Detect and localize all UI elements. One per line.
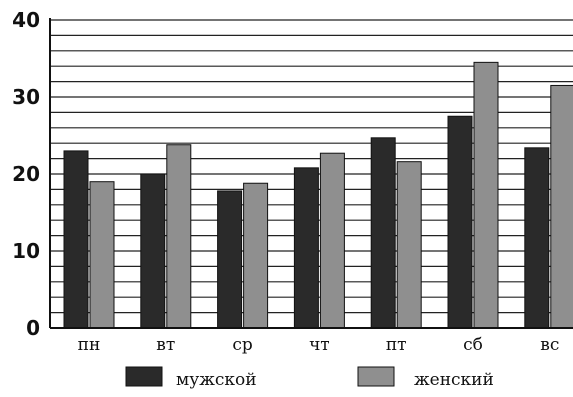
- y-tick-label: 20: [12, 162, 40, 186]
- bar-female: [473, 61, 499, 329]
- x-tick-label: пн: [78, 335, 101, 355]
- bar-male: [447, 115, 473, 329]
- x-tick-label: сб: [463, 335, 483, 355]
- bar-female: [89, 181, 115, 329]
- bar-female: [396, 161, 422, 329]
- y-tick-label: 40: [12, 8, 40, 32]
- bar-male: [524, 147, 550, 329]
- legend-label: мужской: [176, 370, 257, 390]
- bar-male: [217, 190, 243, 329]
- x-tick-label: вс: [540, 335, 559, 355]
- bars-layer: [63, 61, 573, 329]
- bar-male: [140, 173, 166, 329]
- legend-swatch: [125, 366, 163, 387]
- x-tick-label: пт: [386, 335, 407, 355]
- axis-layer: 0 10 20 30 40 пн вт ср чт пт сб вс: [12, 8, 573, 355]
- legend-swatch: [357, 366, 395, 387]
- x-tick-label: ср: [232, 335, 253, 355]
- bar-female: [166, 144, 192, 329]
- bar-male: [370, 137, 396, 329]
- legend: мужской женский: [125, 366, 494, 390]
- bar-male: [293, 167, 319, 329]
- y-tick-label: 30: [12, 85, 40, 109]
- bar-female: [319, 152, 345, 329]
- y-tick-label: 0: [26, 316, 40, 340]
- legend-label: женский: [414, 370, 494, 390]
- x-tick-label: чт: [309, 335, 330, 355]
- bar-female: [550, 84, 573, 329]
- x-tick-label: вт: [156, 335, 175, 355]
- bar-male: [63, 150, 89, 329]
- y-tick-label: 10: [12, 239, 40, 263]
- bar-female: [243, 182, 269, 329]
